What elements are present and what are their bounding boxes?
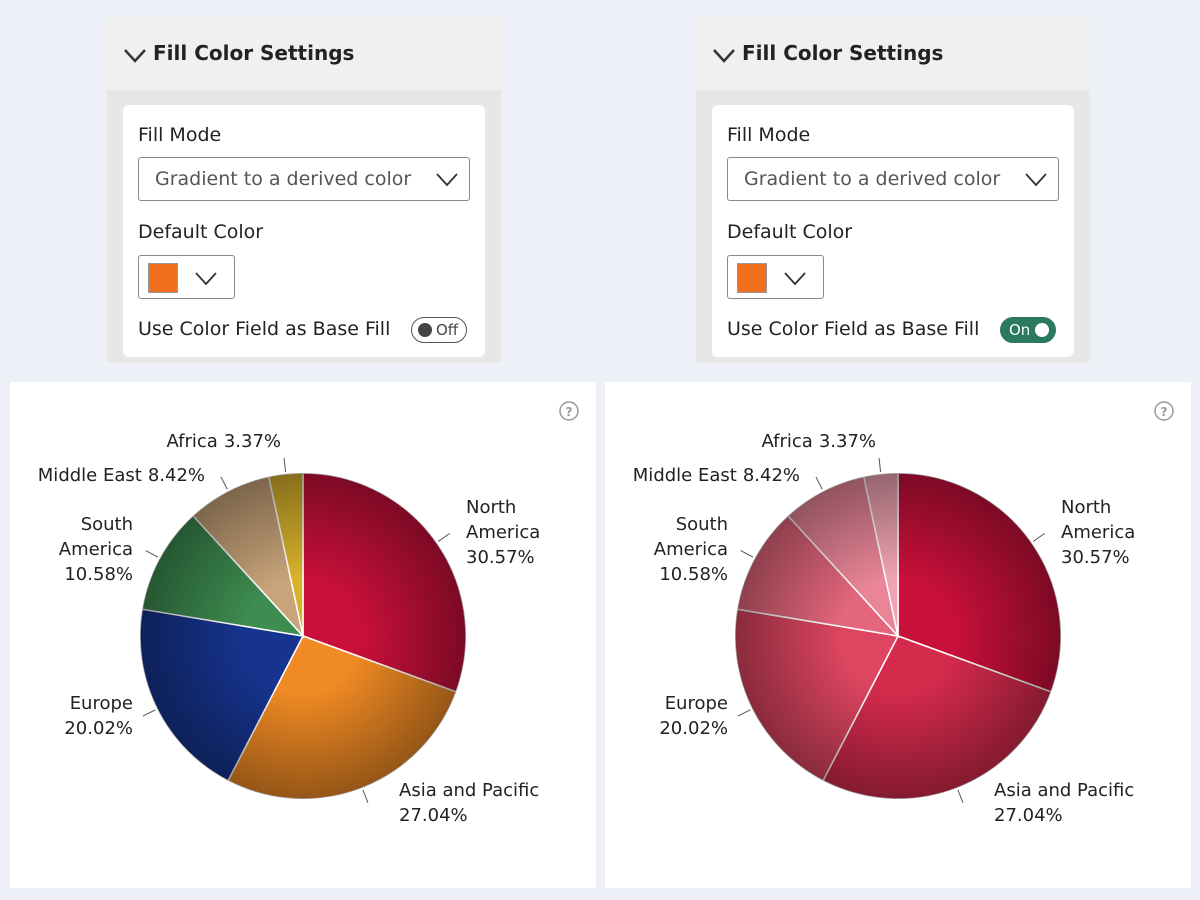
toggle-knob bbox=[1035, 323, 1049, 337]
value-label: 8.42% bbox=[147, 465, 205, 486]
fill-mode-dropdown[interactable]: Gradient to a derived color bbox=[138, 157, 470, 201]
data-label: North America 30.57% bbox=[466, 495, 556, 570]
category-label: Middle East bbox=[632, 465, 737, 486]
category-label: North America bbox=[466, 497, 541, 543]
data-label: Africa 3.37% bbox=[761, 429, 876, 454]
value-label: 20.02% bbox=[659, 718, 728, 739]
fill-mode-label: Fill Mode bbox=[138, 124, 222, 146]
toggle-knob bbox=[418, 323, 432, 337]
chevron-icon bbox=[784, 272, 806, 286]
color-swatch bbox=[737, 263, 767, 293]
chevron bbox=[713, 49, 735, 63]
data-label: South America 10.58% bbox=[43, 512, 133, 587]
category-label: South America bbox=[58, 514, 133, 560]
chevron bbox=[784, 272, 806, 286]
settings-card: Fill Mode Gradient to a derived color Defa… bbox=[712, 105, 1074, 357]
data-label: North America 30.57% bbox=[1061, 495, 1151, 570]
toggle-label: Use Color Field as Base Fill bbox=[138, 318, 391, 340]
panel-header[interactable]: Fill Color Settings bbox=[107, 17, 501, 90]
chevron bbox=[124, 49, 146, 63]
category-label: Asia and Pacific bbox=[399, 780, 540, 801]
color-picker[interactable] bbox=[138, 255, 235, 299]
help-glyph: ? bbox=[566, 405, 573, 419]
leader-line bbox=[1032, 532, 1045, 542]
category-label: South America bbox=[653, 514, 728, 560]
value-label: 3.37% bbox=[818, 431, 876, 452]
dropdown-value: Gradient to a derived color bbox=[744, 168, 1001, 190]
data-label: Africa 3.37% bbox=[166, 429, 281, 454]
chart-panel: ? North America 30.57% Asia and Pacific 27.0… bbox=[10, 382, 596, 888]
chevron-icon bbox=[713, 49, 735, 63]
color-picker[interactable] bbox=[727, 255, 824, 299]
category-label: Europe bbox=[69, 693, 133, 714]
category-label: Asia and Pacific bbox=[994, 780, 1135, 801]
data-label: Europe 20.02% bbox=[638, 691, 728, 741]
header-title: Fill Color Settings bbox=[153, 41, 355, 65]
toggle-switch[interactable]: On bbox=[1000, 317, 1056, 343]
value-label: 27.04% bbox=[399, 805, 468, 826]
chevron-icon bbox=[124, 49, 146, 63]
chevron-icon bbox=[195, 272, 217, 286]
data-label: Middle East 8.42% bbox=[633, 463, 800, 488]
header-title: Fill Color Settings bbox=[742, 41, 944, 65]
leader-line bbox=[957, 789, 964, 803]
leader-line bbox=[737, 709, 751, 717]
toggle-switch[interactable]: Off bbox=[411, 317, 467, 343]
color-swatch bbox=[148, 263, 178, 293]
category-label: Africa bbox=[166, 431, 218, 452]
value-label: 20.02% bbox=[64, 718, 133, 739]
leader-line bbox=[362, 789, 369, 803]
toggle-label: Use Color Field as Base Fill bbox=[727, 318, 980, 340]
leader-line bbox=[878, 457, 882, 472]
value-label: 3.37% bbox=[223, 431, 281, 452]
fill-mode-dropdown[interactable]: Gradient to a derived color bbox=[727, 157, 1059, 201]
settings-panel: Fill Color Settings Fill Mode Gradient to … bbox=[696, 17, 1090, 362]
value-label: 27.04% bbox=[994, 805, 1063, 826]
panel-header[interactable]: Fill Color Settings bbox=[696, 17, 1090, 90]
leader-line bbox=[145, 550, 159, 558]
value-label: 30.57% bbox=[1061, 547, 1130, 568]
dropdown-value: Gradient to a derived color bbox=[155, 168, 412, 190]
chart-panel: ? North America 30.57% Asia and Pacific 27.0… bbox=[605, 382, 1191, 888]
chevron-icon bbox=[1025, 173, 1047, 187]
leader-line bbox=[220, 476, 228, 490]
settings-panel: Fill Color Settings Fill Mode Gradient to … bbox=[107, 17, 501, 362]
chevron bbox=[195, 272, 217, 286]
value-label: 10.58% bbox=[659, 564, 728, 585]
data-label: Asia and Pacific 27.04% bbox=[399, 778, 599, 828]
data-label: Europe 20.02% bbox=[43, 691, 133, 741]
chevron bbox=[1025, 173, 1047, 187]
value-label: 10.58% bbox=[64, 564, 133, 585]
category-label: North America bbox=[1061, 497, 1136, 543]
leader-line bbox=[437, 532, 450, 542]
default-color-label: Default Color bbox=[727, 221, 853, 243]
chevron-icon bbox=[436, 173, 458, 187]
data-label: Middle East 8.42% bbox=[38, 463, 205, 488]
toggle-state: On bbox=[1009, 321, 1031, 339]
leader-line bbox=[283, 457, 287, 472]
category-label: Africa bbox=[761, 431, 813, 452]
fill-mode-label: Fill Mode bbox=[727, 124, 811, 146]
leader-line bbox=[740, 550, 754, 558]
chevron bbox=[436, 173, 458, 187]
leader-line bbox=[142, 709, 156, 717]
data-label: Asia and Pacific 27.04% bbox=[994, 778, 1194, 828]
data-label: South America 10.58% bbox=[638, 512, 728, 587]
toggle-state: Off bbox=[436, 321, 459, 339]
default-color-label: Default Color bbox=[138, 221, 264, 243]
help-icon[interactable] bbox=[1154, 401, 1174, 421]
settings-card: Fill Mode Gradient to a derived color Defa… bbox=[123, 105, 485, 357]
help-icon[interactable] bbox=[559, 401, 579, 421]
value-label: 8.42% bbox=[742, 465, 800, 486]
category-label: Middle East bbox=[37, 465, 142, 486]
category-label: Europe bbox=[664, 693, 728, 714]
help-glyph: ? bbox=[1161, 405, 1168, 419]
value-label: 30.57% bbox=[466, 547, 535, 568]
leader-line bbox=[815, 476, 823, 490]
